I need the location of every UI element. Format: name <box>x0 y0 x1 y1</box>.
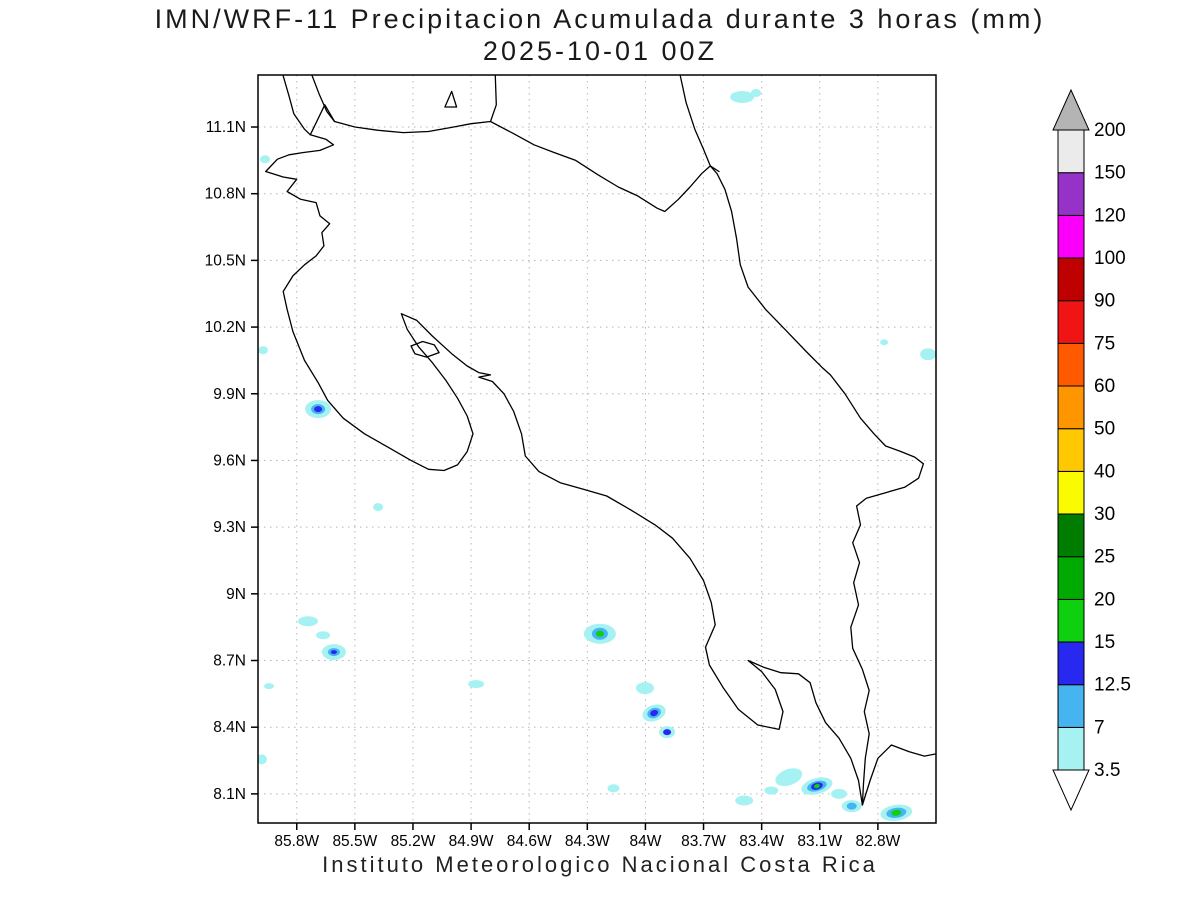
lat-tick-label: 8.4N <box>213 719 246 736</box>
lon-tick-label: 84.3W <box>565 833 610 850</box>
lon-tick-label: 84.6W <box>507 833 552 850</box>
colorbar-segment <box>1057 172 1085 216</box>
lon-tick-label: 84.9W <box>449 833 494 850</box>
colorbar-level-label: 30 <box>1094 504 1115 525</box>
precip-blob <box>636 682 654 695</box>
lat-tick-label: 9.9N <box>213 386 246 403</box>
coastline-cr-ni-border-west <box>309 104 336 136</box>
precip-blob <box>751 89 761 97</box>
footer-attribution: Instituto Meteorologico Nacional Costa R… <box>322 852 878 877</box>
colorbar-level-label: 20 <box>1094 589 1115 610</box>
lat-tick-label: 10.2N <box>205 319 246 336</box>
colorbar-level-label: 50 <box>1094 419 1115 440</box>
lat-tick-label: 9.3N <box>213 519 246 536</box>
lat-tick-label: 8.1N <box>213 786 246 803</box>
colorbar-segment <box>1057 470 1085 515</box>
colorbar-level-label: 25 <box>1094 547 1115 568</box>
lat-tick-label: 9N <box>226 586 246 603</box>
coastline-chira-island <box>410 340 440 358</box>
lon-tick-label: 83.7W <box>681 833 726 850</box>
precip-blob <box>316 631 331 640</box>
coastline-lake-island <box>444 90 458 108</box>
precip-blob <box>663 729 672 736</box>
lon-tick-label: 84W <box>629 833 661 850</box>
precip-blob <box>330 650 337 655</box>
colorbar-segment <box>1057 129 1085 174</box>
colorbar-level-label: 90 <box>1094 291 1115 312</box>
colorbar-level-label: 7 <box>1094 717 1105 738</box>
coastline-lake-nicaragua <box>311 75 497 134</box>
lon-tick-label: 85.5W <box>332 833 377 850</box>
precip-blob <box>373 503 384 512</box>
precip-blob <box>891 809 902 816</box>
colorbar-arrow-below <box>1052 769 1090 812</box>
precip-blob <box>846 802 857 810</box>
precip-blob <box>607 784 620 793</box>
lon-tick-label: 85.8W <box>274 833 319 850</box>
colorbar-segment <box>1057 342 1085 387</box>
colorbar-level-label: 150 <box>1094 163 1126 184</box>
colorbar-segment <box>1057 428 1085 472</box>
precip-blob <box>775 768 803 787</box>
colorbar-segment <box>1057 598 1085 643</box>
precip-blob <box>813 784 820 789</box>
colorbar-level-label: 3.5 <box>1094 760 1120 781</box>
lon-tick-label: 82.8W <box>855 833 900 850</box>
chart-subtitle-datetime: 2025-10-01 00Z <box>482 36 718 66</box>
colorbar-level-label: 60 <box>1094 376 1115 397</box>
precip-blob <box>298 616 318 627</box>
colorbar-segment <box>1057 257 1085 302</box>
precip-blob <box>260 155 270 164</box>
precip-blob <box>730 91 755 103</box>
precip-blob <box>764 786 779 795</box>
colorbar-level-label: 15 <box>1094 632 1115 653</box>
precip-blob <box>314 406 323 413</box>
lat-tick-label: 8.7N <box>213 653 246 670</box>
lon-tick-label: 83.1W <box>797 833 842 850</box>
colorbar-segment <box>1057 300 1085 344</box>
precip-blob <box>920 348 936 361</box>
precip-blob <box>880 339 889 346</box>
colorbar-segment <box>1057 641 1085 686</box>
coastline-san-juan-river-border <box>489 120 720 213</box>
colorbar-segment <box>1057 385 1085 430</box>
colorbar-level-label: 40 <box>1094 461 1115 482</box>
plot-frame <box>257 74 937 824</box>
precip-blob <box>831 788 848 799</box>
precip-blob <box>258 346 268 355</box>
colorbar-segment <box>1057 726 1085 771</box>
precip-blob <box>264 683 274 690</box>
lat-tick-label: 10.8N <box>205 186 246 203</box>
precip-blob <box>650 709 658 717</box>
lat-tick-label: 9.6N <box>213 452 246 469</box>
precip-blob <box>595 630 604 637</box>
colorbar-level-label: 75 <box>1094 333 1115 354</box>
coastline-pacific-coast <box>265 75 936 806</box>
precip-blob <box>258 754 267 765</box>
precip-blob <box>735 795 754 806</box>
lon-tick-label: 83.4W <box>739 833 784 850</box>
map-layers <box>258 75 936 822</box>
lat-tick-label: 10.5N <box>205 252 246 269</box>
colorbar-segment <box>1057 513 1085 558</box>
lat-tick-label: 11.1N <box>206 119 246 136</box>
precip-blob <box>468 680 485 689</box>
coastline-caribbean-coast-and-panama-border <box>679 75 925 806</box>
colorbar-level-label: 100 <box>1094 248 1126 269</box>
chart-title: IMN/WRF-11 Precipitacion Acumulada duran… <box>154 4 1046 34</box>
lon-tick-label: 85.2W <box>391 833 436 850</box>
colorbar-level-label: 120 <box>1094 205 1126 226</box>
colorbar-segment <box>1057 214 1085 259</box>
colorbar-level-label: 12.5 <box>1094 675 1131 696</box>
colorbar-segment <box>1057 684 1085 728</box>
colorbar-level-label: 200 <box>1094 120 1126 141</box>
colorbar-segment <box>1057 556 1085 600</box>
colorbar-arrow-above <box>1052 88 1090 131</box>
